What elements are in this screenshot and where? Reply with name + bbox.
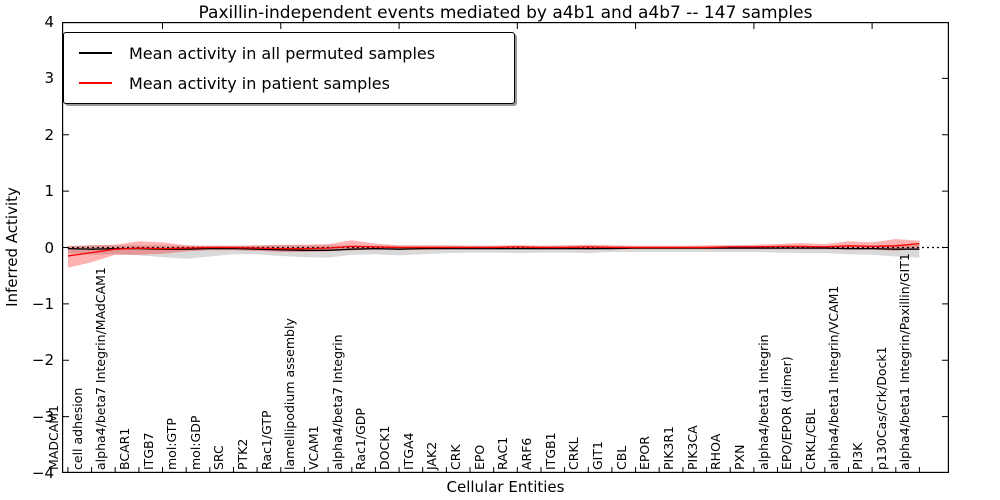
x-tick-label: CRK [448,444,464,470]
legend-line-permuted-swatch [79,52,112,54]
x-tick-label: PIK3R1 [660,425,676,470]
x-tick-label: ITGA4 [400,432,416,470]
x-tick-label: CRKL/CBL [802,408,818,470]
legend-item-patient: Mean activity in patient samples [64,68,514,98]
x-tick-label: GIT1 [589,441,605,470]
y-tick-label: −3 [31,407,54,426]
x-tick-label: CRKL [566,437,582,470]
y-tick-label: −2 [31,351,54,370]
legend-item-patient-label: Mean activity in patient samples [129,73,390,93]
x-tick-label: Rac1/GDP [353,408,369,470]
x-tick-label: BCAR1 [116,427,132,470]
y-tick-label: 3 [44,69,54,88]
x-tick-label: EPOR [637,436,653,470]
x-tick-label: RAC1 [495,436,511,470]
x-tick-label: cell adhesion [69,387,85,470]
legend: Mean activity in all permuted samples Me… [63,32,515,104]
y-tick-label: −4 [31,464,54,482]
x-tick-label: PI3K [850,442,866,470]
x-tick-label: PXN [731,444,747,470]
y-tick-label: −1 [31,294,54,313]
x-tick-label: alpha4/beta7 Integrin [329,334,345,470]
x-tick-label: ARF6 [518,437,534,470]
legend-item-permuted-label: Mean activity in all permuted samples [129,43,436,63]
x-tick-label: VCAM1 [306,425,322,470]
x-tick-label: alpha4/beta1 Integrin/VCAM1 [826,285,842,470]
x-tick-label: EPO/EPOR (dimer) [779,356,795,470]
x-tick-label: CBL [613,445,629,470]
x-tick-label: EPO [471,444,487,470]
x-tick-label: alpha4/beta1 Integrin/Paxillin/GIT1 [897,253,913,470]
x-tick-label: alpha4/beta7 Integrin/MAdCAM1 [93,267,109,470]
y-tick-label: 0 [44,238,54,257]
x-tick-label: ITGB7 [140,432,156,470]
x-tick-label: PIK3CA [684,425,700,470]
x-tick-label: ITGB1 [542,432,558,470]
x-tick-label: SRC [211,445,227,470]
x-tick-label: alpha4/beta1 Integrin [755,334,771,470]
x-tick-label: mol:GDP [187,415,203,470]
x-tick-label: lamellipodium assembly [282,318,298,470]
legend-item-permuted: Mean activity in all permuted samples [64,38,514,68]
x-axis-label: Cellular Entities [446,478,565,496]
x-tick-label: MADCAM1 [45,405,61,470]
chart-title: Paxillin-independent events mediated by … [198,3,813,23]
x-tick-label: p130Cas/Crk/Dock1 [873,346,889,470]
y-tick-label: 2 [44,125,54,144]
x-tick-label: mol:GTP [164,418,180,470]
x-tick-label: Rac1/GTP [258,410,274,470]
legend-line-patient-swatch [79,82,112,84]
x-tick-label: RHOA [708,433,724,470]
plot-svg [62,22,949,473]
x-tick-label: DOCK1 [377,425,393,470]
y-tick-label: 4 [44,13,54,31]
y-tick-label: 1 [44,182,54,201]
x-tick-label: JAK2 [424,441,440,470]
x-tick-label: PTK2 [235,438,251,470]
